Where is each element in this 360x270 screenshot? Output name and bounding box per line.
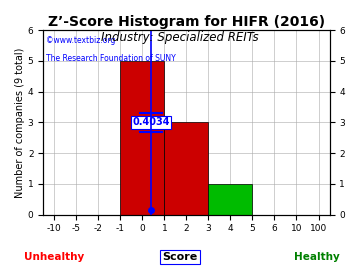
Text: ©www.textbiz.org: ©www.textbiz.org (46, 36, 116, 45)
Text: Healthy: Healthy (294, 252, 340, 262)
Bar (120, 61, 165, 215)
Bar (208, 184, 252, 215)
Text: Score: Score (162, 252, 198, 262)
Text: Industry: Specialized REITs: Industry: Specialized REITs (101, 31, 259, 44)
Text: Unhealthy: Unhealthy (24, 252, 84, 262)
Text: The Research Foundation of SUNY: The Research Foundation of SUNY (46, 54, 176, 63)
Title: Z’-Score Histogram for HIFR (2016): Z’-Score Histogram for HIFR (2016) (48, 15, 325, 29)
Bar (165, 122, 208, 215)
Text: 0.4034: 0.4034 (132, 117, 170, 127)
Y-axis label: Number of companies (9 total): Number of companies (9 total) (15, 47, 25, 198)
